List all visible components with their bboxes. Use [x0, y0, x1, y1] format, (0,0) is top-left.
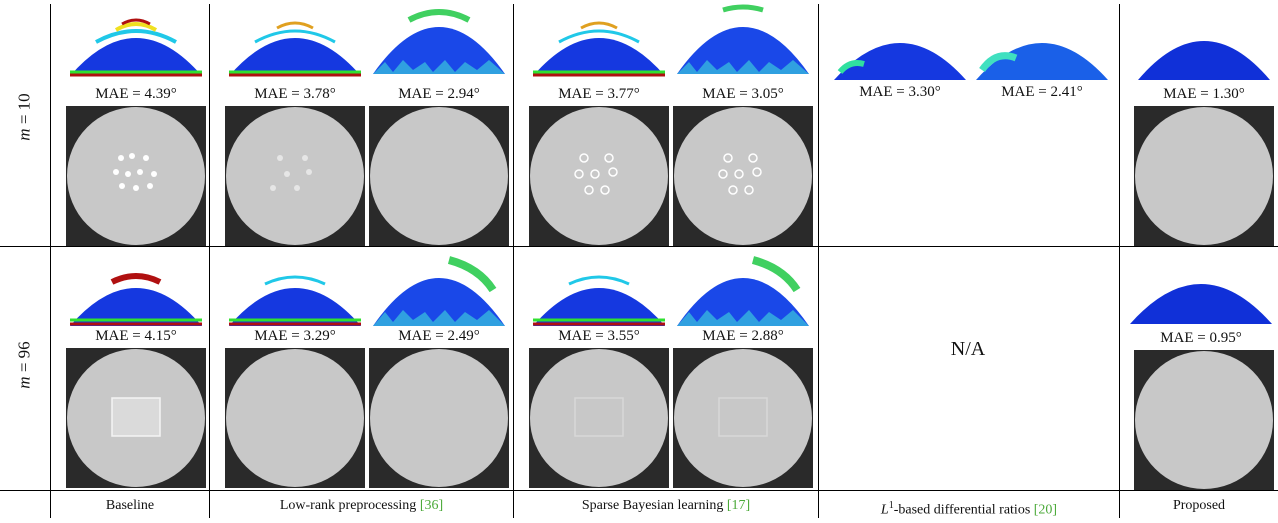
mae-label: MAE = 3.29°	[254, 328, 336, 344]
mae-label: MAE = 2.94°	[398, 86, 480, 102]
grid-line-2	[513, 4, 514, 518]
error-dome	[677, 4, 809, 74]
mae-label: MAE = 3.78°	[254, 86, 336, 102]
error-dome	[1138, 41, 1270, 80]
error-dome	[373, 256, 505, 326]
error-dome	[834, 43, 966, 80]
rendered-sphere	[66, 106, 206, 246]
grid-line-3	[818, 4, 819, 518]
error-dome	[533, 21, 665, 77]
rendered-sphere	[529, 106, 669, 246]
grid-line-1	[209, 4, 210, 518]
rendered-sphere	[225, 348, 365, 488]
not-available-label: N/A	[950, 338, 986, 360]
rendered-sphere	[225, 106, 365, 246]
rendered-sphere	[1134, 106, 1274, 246]
mae-label: MAE = 3.55°	[558, 328, 640, 344]
mae-label: MAE = 1.30°	[1163, 86, 1245, 102]
rendered-sphere	[369, 348, 509, 488]
footer-separator	[0, 490, 1278, 491]
rendered-sphere	[529, 348, 669, 488]
mae-label: MAE = 0.95°	[1160, 330, 1242, 346]
rendered-sphere	[369, 106, 509, 246]
rendered-sphere	[673, 348, 813, 488]
rendered-sphere	[673, 106, 813, 246]
grid-line-left	[50, 4, 51, 518]
mae-label: MAE = 2.49°	[398, 328, 480, 344]
row-separator	[0, 246, 1278, 247]
error-dome	[976, 43, 1108, 80]
row-label-m10: m = 10	[15, 93, 34, 141]
column-label-baseline: Baseline	[105, 498, 155, 513]
mae-label: MAE = 2.41°	[1001, 84, 1083, 100]
mae-label: MAE = 4.15°	[95, 328, 177, 344]
error-dome	[1130, 284, 1272, 324]
mae-label: MAE = 2.88°	[702, 328, 784, 344]
error-dome	[70, 18, 202, 77]
rendered-sphere	[66, 348, 206, 488]
error-dome	[373, 9, 505, 74]
error-dome	[677, 256, 809, 326]
column-label-lowrank: Low-rank preprocessing [36]	[279, 498, 444, 513]
mae-label: MAE = 3.05°	[702, 86, 784, 102]
column-label-proposed: Proposed	[1172, 498, 1226, 513]
error-dome	[229, 21, 361, 77]
error-dome	[533, 275, 665, 326]
grid-line-4	[1119, 4, 1120, 518]
mae-label: MAE = 3.77°	[558, 86, 640, 102]
mae-label: MAE = 3.30°	[859, 84, 941, 100]
error-dome	[70, 273, 202, 326]
column-label-l1: L1-based differential ratios [20]	[880, 500, 1058, 518]
error-dome	[229, 275, 361, 326]
row-label-m96: m = 96	[15, 341, 34, 389]
mae-label: MAE = 4.39°	[95, 86, 177, 102]
rendered-sphere	[1134, 350, 1274, 490]
column-label-sbl: Sparse Bayesian learning [17]	[581, 498, 751, 513]
